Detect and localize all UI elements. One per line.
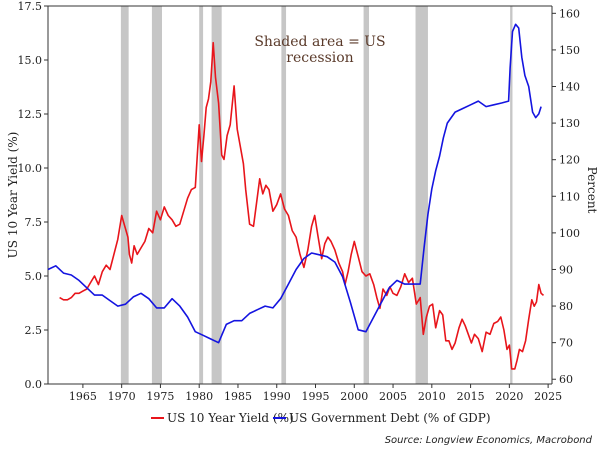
recession-band-2: [199, 6, 204, 384]
x-tick-label: 2015: [457, 390, 485, 403]
x-tick-label: 2025: [534, 390, 562, 403]
legend-label-yield: US 10 Year Yield (%): [167, 411, 294, 425]
left-tick-label: 7.5: [25, 216, 43, 229]
x-tick-label: 1985: [224, 390, 252, 403]
recession-band-5: [363, 6, 370, 384]
right-tick-label: 70: [559, 337, 573, 350]
right-tick-label: 80: [559, 300, 573, 313]
annotation-line-2: recession: [286, 50, 353, 66]
x-tick-label: 2020: [495, 390, 523, 403]
series: [47, 23, 545, 370]
series-line-debt: [47, 23, 542, 344]
right-tick-label: 60: [559, 373, 573, 386]
left-tick-label: 10.0: [18, 162, 43, 175]
x-tick-label: 1990: [263, 390, 291, 403]
source-note: Source: Longview Economics, Macrobond: [385, 435, 593, 446]
right-axis-title: Percent: [585, 167, 599, 214]
annotation-line-1: Shaded area = US: [254, 34, 385, 50]
x-tick-label: 2000: [340, 390, 368, 403]
axes: [47, 5, 553, 385]
left-tick-label: 0.0: [25, 378, 43, 391]
legend: US 10 Year Yield (%) US Government Debt …: [151, 411, 491, 425]
x-tick-label: 1965: [69, 390, 97, 403]
x-tick-label: 2005: [379, 390, 407, 403]
left-tick-label: 5.0: [25, 270, 43, 283]
ticks: 0.0 2.5 5.0 7.5 10.0 12.5 15.0 17.5 60 70 80 90 100 1…: [18, 0, 581, 403]
right-tick-label: 140: [559, 81, 580, 94]
legend-label-debt: US Government Debt (% of GDP): [289, 411, 491, 425]
left-axis-title: US 10 Year Yield (%): [6, 132, 20, 259]
left-tick-label: 2.5: [25, 324, 43, 337]
x-tick-label: 1970: [108, 390, 136, 403]
right-tick-label: 150: [559, 44, 580, 57]
left-tick-label: 12.5: [18, 108, 43, 121]
x-tick-label: 1975: [146, 390, 174, 403]
recession-band-1: [151, 6, 162, 384]
recession-shading: [120, 6, 513, 384]
recession-band-6: [415, 6, 428, 384]
series-line-yield: [59, 41, 545, 370]
left-tick-label: 15.0: [18, 54, 43, 67]
x-tick-label: 1980: [185, 390, 213, 403]
recession-band-7: [510, 6, 513, 384]
right-tick-label: 160: [559, 7, 580, 20]
recession-band-0: [120, 6, 129, 384]
right-tick-label: 120: [559, 154, 580, 167]
right-tick-label: 130: [559, 117, 580, 130]
x-tick-label: 2010: [418, 390, 446, 403]
right-tick-label: 90: [559, 263, 573, 276]
x-tick-label: 1995: [302, 390, 330, 403]
left-tick-label: 17.5: [18, 0, 43, 13]
right-tick-label: 100: [559, 227, 580, 240]
recession-band-3: [211, 6, 222, 384]
recession-band-4: [281, 6, 287, 384]
right-tick-label: 110: [559, 190, 580, 203]
